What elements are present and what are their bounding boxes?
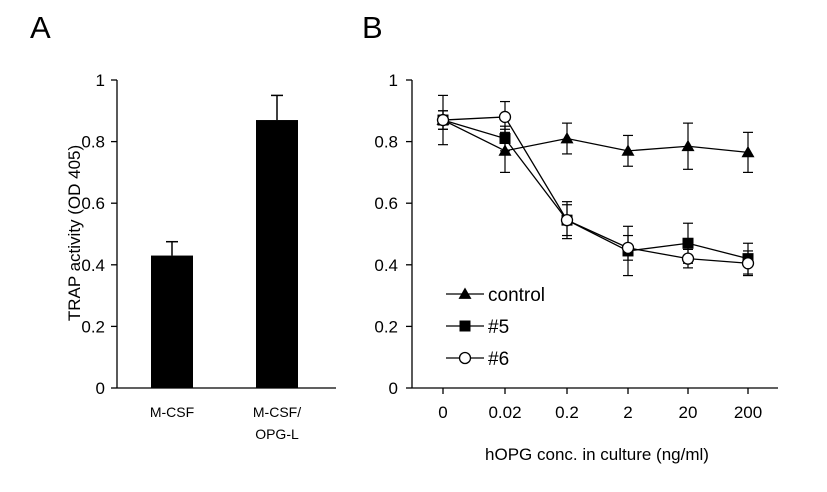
legend-label: control: [488, 285, 545, 306]
panel-b-x-tick-label: 2: [623, 403, 632, 422]
panel-b-x-tick-label: 200: [734, 403, 762, 422]
panel-b-y-tick-label: 1: [389, 71, 398, 90]
panel-b-y-tick-label: 0.2: [374, 317, 398, 336]
panel-a-bar: [151, 255, 193, 388]
circle-marker: [560, 213, 574, 227]
circle-marker: [458, 351, 472, 365]
legend-label: #5: [488, 317, 509, 338]
panel-b-x-tick-label: 0.2: [555, 403, 579, 422]
panel-a-x-tick-label: OPG-L: [255, 426, 299, 442]
panel-b-label: B: [362, 10, 383, 45]
panel-b-y-tick-label: 0.8: [374, 133, 398, 152]
legend-item: control: [446, 285, 545, 306]
legend-item: #5: [446, 317, 509, 338]
panel-b-x-tick-label: 0: [438, 403, 447, 422]
panel-b-series: [436, 94, 755, 277]
panel-b-series-line: [442, 116, 749, 264]
triangle-marker: [458, 287, 472, 299]
panel-a-y-tick-label: 0.4: [81, 256, 105, 275]
panel-a-y-axis-label: TRAP activity (OD 405): [65, 145, 84, 321]
panel-b-y-tick-label: 0.4: [374, 256, 398, 275]
square-marker: [499, 133, 511, 145]
panel-b-series-3: [436, 100, 755, 277]
panel-a-y-tick-label: 0.8: [81, 133, 105, 152]
panel-b-series-line: [442, 119, 749, 260]
circle-marker: [436, 113, 450, 127]
panel-b-legend: control #5 #6: [446, 285, 545, 370]
circle-marker: [621, 241, 635, 255]
panel-a-y-tick-label: 1: [96, 71, 105, 90]
panel-a-y-tick-label: 0: [96, 379, 105, 398]
legend-label: #6: [488, 349, 509, 370]
panel-b: B 0 0.2 0.4 0.6 0.8 1 0 0.02 0.2 2 20 200 hOPG con…: [362, 10, 778, 464]
panel-a-label: A: [30, 10, 51, 45]
triangle-marker: [741, 145, 755, 158]
panel-b-series-line: [442, 119, 749, 154]
panel-b-x-axis-label: hOPG conc. in culture (ng/ml): [485, 445, 709, 464]
circle-marker: [498, 110, 512, 124]
square-marker: [459, 320, 471, 332]
panel-b-x-tick-label: 0.02: [488, 403, 521, 422]
panel-a: A TRAP activity (OD 405) 00.20.40.60.81 …: [30, 10, 336, 442]
panel-a-x-tick-label: M-CSF: [150, 404, 194, 420]
panel-b-series-2: [437, 110, 754, 277]
legend-item: #6: [446, 349, 509, 370]
panel-a-x-ticks: M-CSF M-CSF/OPG-L: [150, 404, 301, 442]
panel-a-y-tick-label: 0.2: [81, 317, 105, 336]
panel-a-y-tick-label: 0.6: [81, 194, 105, 213]
panel-b-y-tick-label: 0: [389, 379, 398, 398]
panel-a-bars: [151, 94, 298, 388]
panel-b-y-ticks: 0 0.2 0.4 0.6 0.8 1: [374, 71, 412, 398]
panel-b-y-tick-label: 0.6: [374, 194, 398, 213]
panel-b-x-tick-label: 20: [679, 403, 698, 422]
panel-b-x-ticks: 0 0.02 0.2 2 20 200: [438, 388, 762, 422]
triangle-marker: [621, 144, 635, 156]
circle-marker: [681, 252, 695, 265]
triangle-marker: [681, 139, 695, 152]
panel-b-series-1: [436, 94, 755, 173]
circle-marker: [741, 257, 755, 270]
panel-a-y-ticks: 0 0.2 0.4 0.6 0.8 1: [81, 71, 117, 398]
square-marker: [682, 237, 694, 249]
panel-a-bar: [256, 120, 298, 388]
panel-a-x-tick-label: M-CSF/: [253, 404, 301, 420]
triangle-marker: [560, 132, 574, 144]
